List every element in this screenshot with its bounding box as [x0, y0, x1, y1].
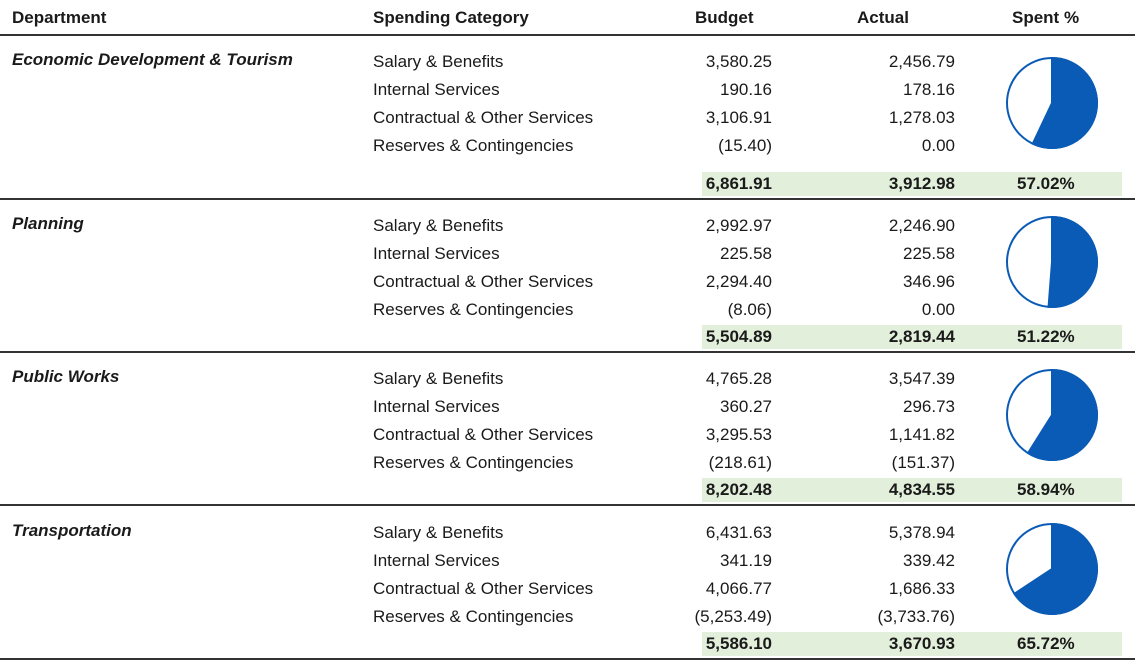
header-spent: Spent % [1012, 8, 1080, 27]
budget: 3,580.25 [705, 52, 772, 71]
total-spent: 58.94% [1017, 480, 1075, 499]
category: Reserves & Contingencies [373, 136, 574, 155]
category: Internal Services [373, 397, 500, 416]
group-rule [0, 504, 1135, 506]
category: Internal Services [373, 80, 500, 99]
total-band [702, 478, 1122, 502]
category: Contractual & Other Services [373, 272, 594, 291]
total-budget: 8,202.48 [705, 480, 772, 499]
header-category: Spending Category [373, 8, 529, 27]
actual: 0.00 [921, 136, 955, 155]
budget: 341.19 [720, 551, 772, 570]
total-band [702, 172, 1122, 196]
total-actual: 3,670.93 [888, 634, 955, 653]
budget: 4,066.77 [705, 579, 772, 598]
total-budget: 5,504.89 [705, 327, 772, 346]
total-actual: 4,834.55 [888, 480, 955, 499]
actual: 225.58 [903, 244, 955, 263]
group-rule [0, 351, 1135, 353]
department-name: Planning [12, 214, 84, 233]
budget: 360.27 [720, 397, 772, 416]
department-name: Public Works [12, 367, 120, 386]
budget: (15.40) [718, 136, 772, 155]
category: Reserves & Contingencies [373, 300, 574, 319]
pie-slice [1031, 56, 1098, 149]
actual: 2,456.79 [888, 52, 955, 71]
actual: 0.00 [921, 300, 955, 319]
department-name: Transportation [12, 521, 132, 540]
total-budget: 6,861.91 [705, 174, 772, 193]
budget: 225.58 [720, 244, 772, 263]
category: Reserves & Contingencies [373, 453, 574, 472]
budget: (5,253.49) [694, 607, 773, 626]
total-actual: 2,819.44 [888, 327, 955, 346]
total-band [702, 632, 1122, 656]
budget: (8.06) [727, 300, 772, 319]
actual: 346.96 [903, 272, 955, 291]
total-spent: 57.02% [1017, 174, 1075, 193]
actual: 1,278.03 [888, 108, 955, 127]
department-name: Economic Development & Tourism [12, 50, 293, 69]
category: Salary & Benefits [373, 369, 504, 388]
actual: 339.42 [903, 551, 955, 570]
budget: 3,106.91 [705, 108, 772, 127]
category: Contractual & Other Services [373, 425, 594, 444]
category: Salary & Benefits [373, 523, 504, 542]
pie-slice [1026, 368, 1098, 461]
category: Reserves & Contingencies [373, 607, 574, 626]
pie-slice [1047, 215, 1098, 308]
header-rule [0, 34, 1135, 36]
total-spent: 51.22% [1017, 327, 1075, 346]
header-actual: Actual [857, 8, 909, 27]
group-rule [0, 198, 1135, 200]
total-budget: 5,586.10 [705, 634, 772, 653]
category: Salary & Benefits [373, 52, 504, 71]
header-department: Department [12, 8, 107, 27]
actual: (151.37) [891, 453, 955, 472]
total-band [702, 325, 1122, 349]
group-rule [0, 658, 1135, 660]
actual: 178.16 [903, 80, 955, 99]
category: Contractual & Other Services [373, 579, 594, 598]
category: Internal Services [373, 551, 500, 570]
actual: 2,246.90 [888, 216, 955, 235]
budget: (218.61) [708, 453, 772, 472]
budget: 6,431.63 [705, 523, 772, 542]
actual: 5,378.94 [888, 523, 955, 542]
actual: 1,141.82 [888, 425, 955, 444]
actual: 3,547.39 [888, 369, 955, 388]
pie-slice [1013, 522, 1099, 615]
header-budget: Budget [695, 8, 754, 27]
category: Internal Services [373, 244, 500, 263]
actual: (3,733.76) [877, 607, 956, 626]
actual: 1,686.33 [888, 579, 955, 598]
budget: 2,992.97 [705, 216, 772, 235]
total-actual: 3,912.98 [888, 174, 955, 193]
category: Contractual & Other Services [373, 108, 594, 127]
budget: 4,765.28 [705, 369, 772, 388]
budget: 3,295.53 [705, 425, 772, 444]
budget: 190.16 [720, 80, 772, 99]
total-spent: 65.72% [1017, 634, 1075, 653]
category: Salary & Benefits [373, 216, 504, 235]
budget: 2,294.40 [705, 272, 772, 291]
actual: 296.73 [903, 397, 955, 416]
